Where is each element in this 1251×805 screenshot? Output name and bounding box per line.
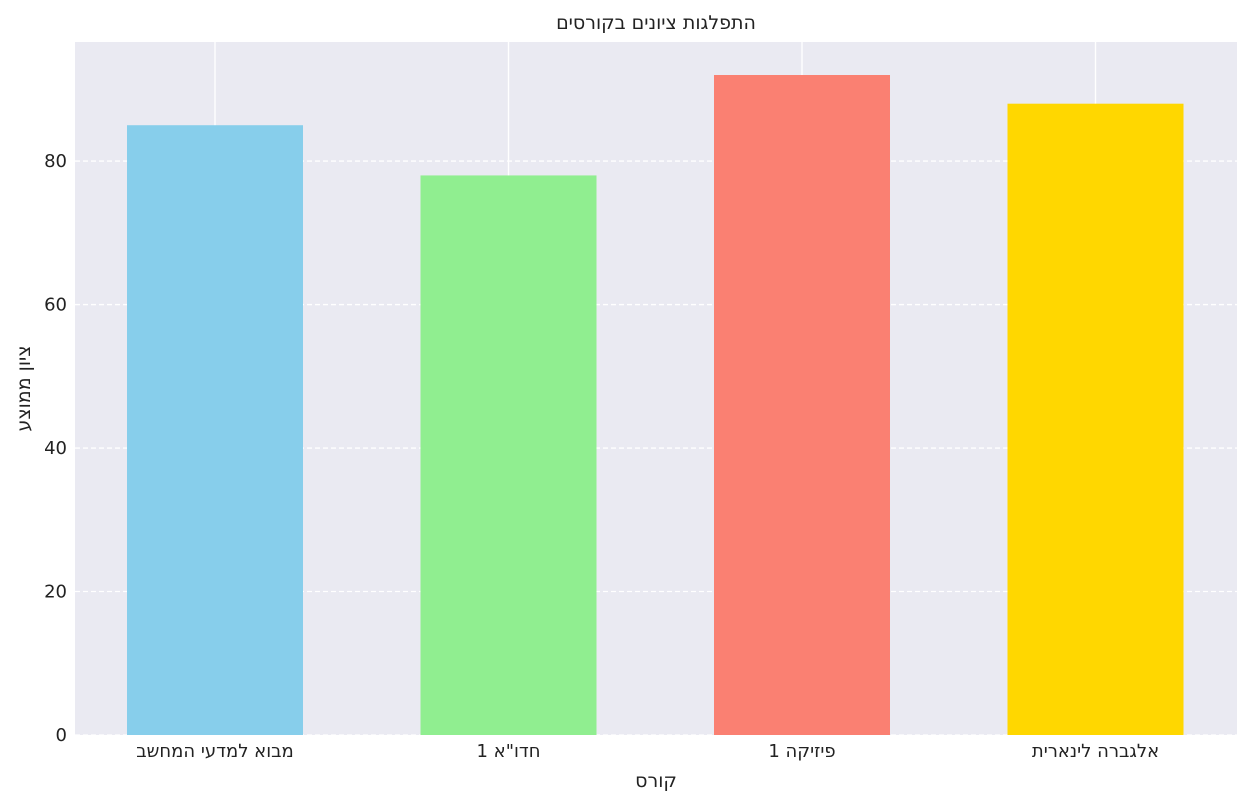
x-tick-label: אלגברה לינארית: [1032, 741, 1159, 762]
x-tick-label: מבוא למדעי המחשב: [136, 741, 294, 762]
x-tick-label: פיזיקה 1: [768, 741, 835, 762]
y-tick-label: 80: [44, 151, 67, 172]
y-tick-label: 20: [44, 582, 67, 603]
y-tick-label: 60: [44, 295, 67, 316]
y-axis-label: ציון ממוצע: [13, 345, 35, 431]
bar: [420, 175, 597, 735]
bar: [1007, 103, 1184, 735]
x-axis-ticks: מבוא למדעי המחשב חדו"א 1 פיזיקה 1 אלגברה לי…: [136, 741, 1159, 762]
bars: [127, 75, 1184, 735]
x-axis-label: קורס: [635, 770, 677, 792]
chart-title: התפלגות ציונים בקורסים: [556, 12, 756, 34]
y-tick-label: 0: [56, 725, 67, 746]
y-tick-label: 40: [44, 438, 67, 459]
bar: [127, 125, 303, 735]
x-tick-label: חדו"א 1: [477, 741, 541, 762]
bar: [714, 75, 890, 735]
y-axis-ticks: 0 20 40 60 80: [44, 151, 67, 746]
